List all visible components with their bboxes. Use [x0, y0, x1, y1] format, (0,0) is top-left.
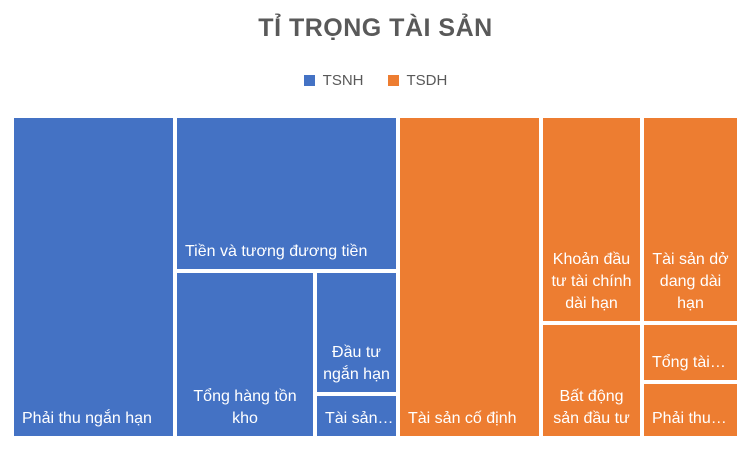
cell-tai-san-do-dang-dai-han-label: Tài sản dở dang dài hạn [652, 251, 729, 312]
cell-phai-thu-dai-han[interactable]: Phải thu… [642, 382, 739, 438]
cell-tong-tai-san-dai-han-khac-label: Tổng tài… [652, 354, 726, 371]
cell-tai-san-do-dang-dai-han[interactable]: Tài sản dở dang dài hạn [642, 116, 739, 323]
cell-tong-tai-san-dai-han-khac[interactable]: Tổng tài… [642, 323, 739, 382]
cell-phai-thu-dai-han-label: Phải thu… [652, 410, 727, 427]
cell-phai-thu-ngan-han-label: Phải thu ngắn hạn [22, 410, 152, 427]
cell-dau-tu-ngan-han-label: Đầu tư ngắn hạn [323, 344, 390, 383]
legend-label-tsdh: TSDH [406, 72, 448, 89]
cell-bat-dong-san-dau-tu-label: Bất động sản đầu tư [553, 388, 630, 427]
cell-tong-hang-ton-kho-label: Tổng hàng tồn kho [193, 388, 297, 427]
cell-tong-hang-ton-kho[interactable]: Tổng hàng tồn kho [175, 271, 315, 438]
cell-tai-san-co-dinh[interactable]: Tài sản cố định [398, 116, 541, 438]
cell-dau-tu-ngan-han[interactable]: Đầu tư ngắn hạn [315, 271, 398, 394]
legend-item-tsnh[interactable]: TSNH [303, 72, 364, 89]
cell-phai-thu-ngan-han[interactable]: Phải thu ngắn hạn [12, 116, 175, 438]
cell-tai-san-co-dinh-label: Tài sản cố định [408, 410, 517, 427]
legend-item-tsdh[interactable]: TSDH [387, 72, 448, 89]
cell-tien-va-tuong-duong-tien[interactable]: Tiền và tương đương tiền [175, 116, 398, 271]
legend-swatch-tsdh [387, 75, 399, 86]
cell-khoan-dau-tu-tai-chinh-dai-han-label: Khoản đầu tư tài chính dài hạn [551, 251, 632, 312]
cell-bat-dong-san-dau-tu[interactable]: Bất động sản đầu tư [541, 323, 642, 438]
cell-khoan-dau-tu-tai-chinh-dai-han[interactable]: Khoản đầu tư tài chính dài hạn [541, 116, 642, 323]
legend: TSNH TSDH [0, 72, 751, 89]
chart-title: TỈ TRỌNG TÀI SẢN [258, 14, 493, 42]
legend-label-tsnh: TSNH [322, 72, 364, 89]
legend-swatch-tsnh [303, 75, 315, 86]
cell-tien-va-tuong-duong-tien-label: Tiền và tương đương tiền [185, 243, 368, 260]
cell-tai-san-ngan-han-khac[interactable]: Tài sản… [315, 394, 398, 438]
cell-tai-san-ngan-han-khac-label: Tài sản… [325, 410, 394, 427]
